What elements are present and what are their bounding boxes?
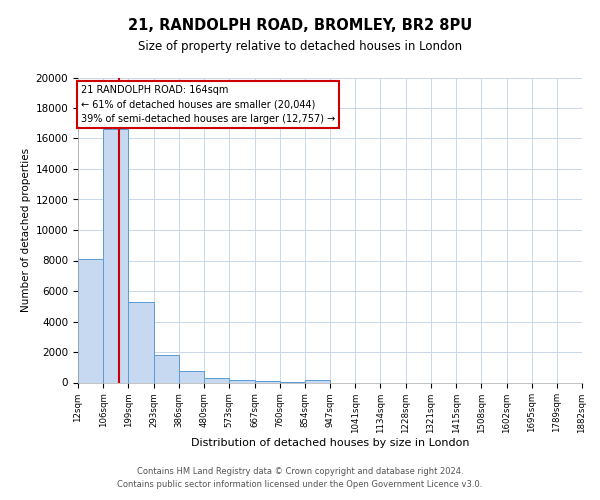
Bar	[179, 371, 204, 382]
Bar	[103, 130, 128, 382]
X-axis label: Distribution of detached houses by size in London: Distribution of detached houses by size …	[191, 438, 469, 448]
Bar	[229, 380, 254, 382]
Bar	[305, 380, 330, 382]
Text: Contains public sector information licensed under the Open Government Licence v3: Contains public sector information licen…	[118, 480, 482, 489]
Text: 21, RANDOLPH ROAD, BROMLEY, BR2 8PU: 21, RANDOLPH ROAD, BROMLEY, BR2 8PU	[128, 18, 472, 32]
Bar	[204, 378, 229, 382]
Bar	[128, 302, 154, 382]
Text: 21 RANDOLPH ROAD: 164sqm
← 61% of detached houses are smaller (20,044)
39% of se: 21 RANDOLPH ROAD: 164sqm ← 61% of detach…	[80, 85, 335, 124]
Text: Contains HM Land Registry data © Crown copyright and database right 2024.: Contains HM Land Registry data © Crown c…	[137, 467, 463, 476]
Bar	[254, 381, 280, 382]
Bar	[154, 355, 179, 382]
Bar	[78, 259, 103, 382]
Text: Size of property relative to detached houses in London: Size of property relative to detached ho…	[138, 40, 462, 53]
Y-axis label: Number of detached properties: Number of detached properties	[22, 148, 31, 312]
